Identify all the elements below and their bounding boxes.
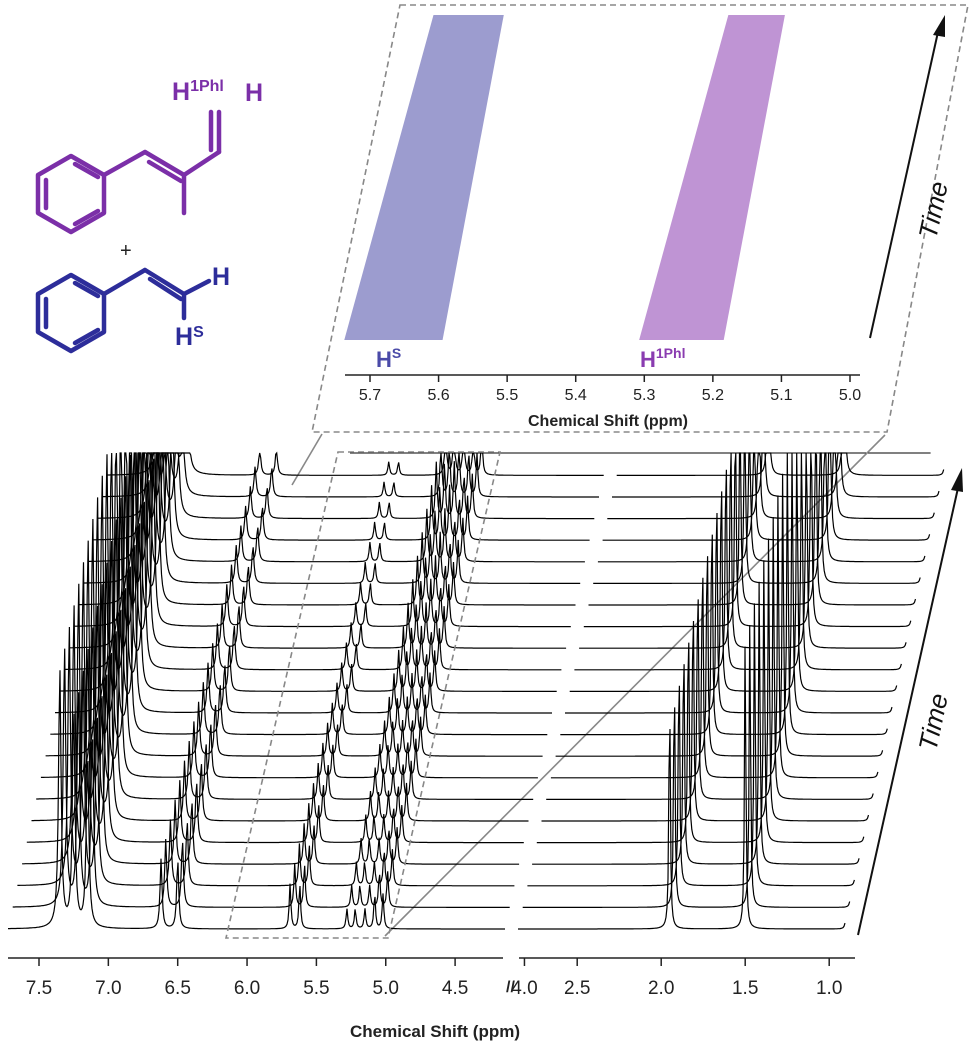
main-x-axis: 7.5 7.0 6.5 6.0 5.5 5.0 4.5 4.0 2.5 2.0 1.5 1.0: [8, 957, 855, 999]
axis-break-symbol: //: [506, 979, 515, 996]
spectrum-trace: [17, 603, 855, 887]
diene-molecule: [35, 109, 222, 235]
spectrum-trace: [45, 473, 884, 757]
spectrum-trace: [40, 495, 879, 779]
spectrum-trace: [22, 581, 860, 865]
main-time-label: Time: [913, 691, 954, 754]
spectrum-trace: [87, 452, 926, 563]
main-spectra: [8, 451, 945, 930]
spectrum-trace: [59, 452, 898, 692]
main-x-axis-title: Chemical Shift (ppm): [350, 1022, 520, 1041]
inset-x-tick-label: 5.2: [702, 387, 724, 404]
x-tick-label: 6.5: [164, 978, 190, 999]
x-tick-label: 1.5: [732, 978, 758, 999]
spectrum-trace: [78, 452, 917, 606]
spectrum-trace: [36, 516, 874, 800]
x-tick-label: 2.5: [564, 978, 590, 999]
x-tick-label: 5.0: [373, 978, 399, 999]
inset-time-arrow: [869, 15, 945, 339]
spectrum-trace: [83, 452, 921, 584]
spectrum-trace: [12, 624, 851, 908]
x-tick-label: 6.0: [234, 978, 260, 999]
spectrum-trace: [64, 452, 902, 671]
x-tick-label: 1.0: [816, 978, 842, 999]
inset-x-tick-label: 5.5: [496, 387, 518, 404]
spectrum-trace: [8, 646, 846, 930]
inset-panel: 5.7 5.6 5.5 5.4 5.3 5.2 5.1 5.0 Chemical Shift …: [311, 4, 969, 454]
spectrum-trace: [92, 452, 931, 541]
inset-x-tick-label: 5.0: [839, 387, 861, 404]
spectrum-trace: [50, 452, 888, 736]
inset-x-tick-label: 5.4: [565, 387, 587, 404]
inset-x-tick-label: 5.1: [770, 387, 792, 404]
inset-highlight-bands: [344, 15, 785, 340]
spectrum-trace: [97, 452, 935, 520]
spectrum-trace: [26, 560, 865, 844]
x-tick-label: 2.0: [648, 978, 674, 999]
styrene-molecule: [35, 267, 212, 354]
hs-highlight-band: [344, 15, 504, 340]
mol-bottom-h-label: H: [212, 263, 230, 291]
main-time-arrow: [857, 468, 963, 936]
inset-annotation-h1phl: H1Phl: [640, 345, 685, 372]
inset-x-axis-title: Chemical Shift (ppm): [528, 413, 688, 430]
inset-x-tick-label: 5.7: [359, 387, 381, 404]
mol-bottom-hs-label: HS: [175, 323, 204, 351]
inset-x-axis: 5.7 5.6 5.5 5.4 5.3 5.2 5.1 5.0: [345, 374, 861, 404]
spectrum-trace: [106, 451, 945, 476]
inset-x-tick-label: 5.6: [427, 387, 449, 404]
inset-x-tick-label: 5.3: [633, 387, 655, 404]
mol-top-h1phl-label: H1Phl: [172, 78, 224, 106]
plus-sign: +: [120, 240, 132, 262]
x-tick-label: 4.5: [442, 978, 468, 999]
spectrum-trace: [31, 538, 870, 822]
mol-top-h-label: H: [245, 79, 263, 107]
spectrum-trace: [69, 452, 907, 649]
spectrum-trace: [55, 452, 893, 714]
zoom-region-box: [224, 451, 502, 939]
spectrum-trace: [73, 452, 912, 628]
x-tick-label: 4.0: [511, 978, 537, 999]
x-tick-label: 7.5: [26, 978, 52, 999]
h1phl-highlight-band: [639, 15, 785, 340]
inset-annotation-hs: HS: [376, 345, 401, 372]
x-tick-label: 5.5: [303, 978, 329, 999]
spectrum-trace: [102, 452, 940, 498]
x-tick-label: 7.0: [95, 978, 121, 999]
